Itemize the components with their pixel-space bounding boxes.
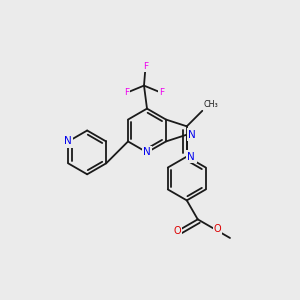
Text: O: O xyxy=(174,226,182,236)
Text: F: F xyxy=(143,62,148,71)
Text: N: N xyxy=(188,152,195,162)
Text: CH₃: CH₃ xyxy=(204,100,218,109)
Text: F: F xyxy=(124,88,129,98)
Text: F: F xyxy=(159,88,164,98)
Text: N: N xyxy=(188,130,196,140)
Text: N: N xyxy=(143,147,151,158)
Text: N: N xyxy=(64,136,72,146)
Text: O: O xyxy=(214,224,221,234)
